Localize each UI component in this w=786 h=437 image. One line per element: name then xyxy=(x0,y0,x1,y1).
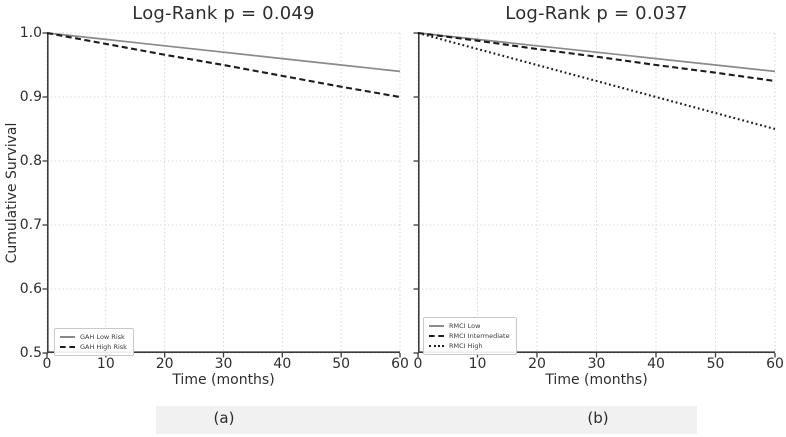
plot-area-b xyxy=(413,31,776,358)
legend-entry-rmci-low: RMCI Low xyxy=(429,321,510,331)
y-tick-label: 0.9 xyxy=(19,89,42,105)
x-tick-label: 40 xyxy=(273,356,292,372)
legend-b: RMCI Low RMCI Intermediate RMCI High xyxy=(423,317,517,355)
legend-entry-rmci-intermediate: RMCI Intermediate xyxy=(429,331,510,341)
x-axis-title-a: Time (months) xyxy=(172,372,275,388)
series-line-gah-low-risk xyxy=(46,32,401,73)
x-tick-label: 20 xyxy=(528,356,546,372)
y-tick-label: 1.0 xyxy=(19,25,42,41)
plot-area-a xyxy=(42,31,401,358)
caption-a: (a) xyxy=(213,409,235,427)
x-tick-label: 60 xyxy=(391,356,409,372)
legend-line-sample-icon xyxy=(60,346,75,348)
chart-title-a: Log-Rank p = 0.049 xyxy=(132,3,315,24)
series-line-rmci-low xyxy=(417,32,776,73)
legend-entry-gah-high-risk: GAH High Risk xyxy=(60,342,127,352)
x-tick-label: 50 xyxy=(332,356,351,372)
legend-label: GAH High Risk xyxy=(80,342,127,351)
chart-title-b: Log-Rank p = 0.037 xyxy=(505,3,688,24)
legend-label: RMCI Low xyxy=(449,321,481,330)
x-tick-labels-b: 0 10 20 30 40 50 60 xyxy=(414,356,784,374)
x-tick-labels-a: 0 10 20 30 40 50 60 xyxy=(43,356,409,374)
legend-entry-rmci-high: RMCI High xyxy=(429,341,510,351)
legend-line-sample-icon xyxy=(60,336,75,338)
legend-entry-gah-low-risk: GAH Low Risk xyxy=(60,332,127,342)
x-tick-label: 20 xyxy=(155,356,174,372)
x-tick-label: 60 xyxy=(766,356,784,372)
x-tick-label: 40 xyxy=(647,356,665,372)
legend-line-sample-icon xyxy=(429,345,444,347)
caption-band xyxy=(156,406,697,434)
legend-label: RMCI Intermediate xyxy=(449,331,510,340)
legend-line-sample-icon xyxy=(429,335,444,337)
series-line-gah-high-risk xyxy=(46,31,401,99)
legend-line-sample-icon xyxy=(429,325,444,327)
series-line-rmci-high xyxy=(417,31,776,131)
y-tick-label: 0.8 xyxy=(19,153,42,169)
x-tick-label: 0 xyxy=(413,356,423,372)
y-tick-label: 0.6 xyxy=(19,281,42,297)
caption-b: (b) xyxy=(587,409,609,427)
x-tick-label: 50 xyxy=(706,356,725,372)
series-line-rmci-intermediate xyxy=(417,31,776,83)
x-tick-label: 10 xyxy=(468,356,487,372)
y-tick-label: 0.5 xyxy=(19,345,42,361)
x-tick-label: 30 xyxy=(214,356,233,372)
x-tick-label: 30 xyxy=(587,356,606,372)
legend-label: GAH Low Risk xyxy=(80,332,125,341)
legend-label: RMCI High xyxy=(449,341,483,350)
x-tick-label: 0 xyxy=(42,356,52,372)
y-tick-labels: 0.5 0.6 0.7 0.8 0.9 1.0 xyxy=(0,25,42,361)
x-axis-title-b: Time (months) xyxy=(545,372,648,388)
x-tick-label: 10 xyxy=(96,356,115,372)
legend-a: GAH Low Risk GAH High Risk xyxy=(54,328,134,356)
y-tick-label: 0.7 xyxy=(19,217,42,233)
